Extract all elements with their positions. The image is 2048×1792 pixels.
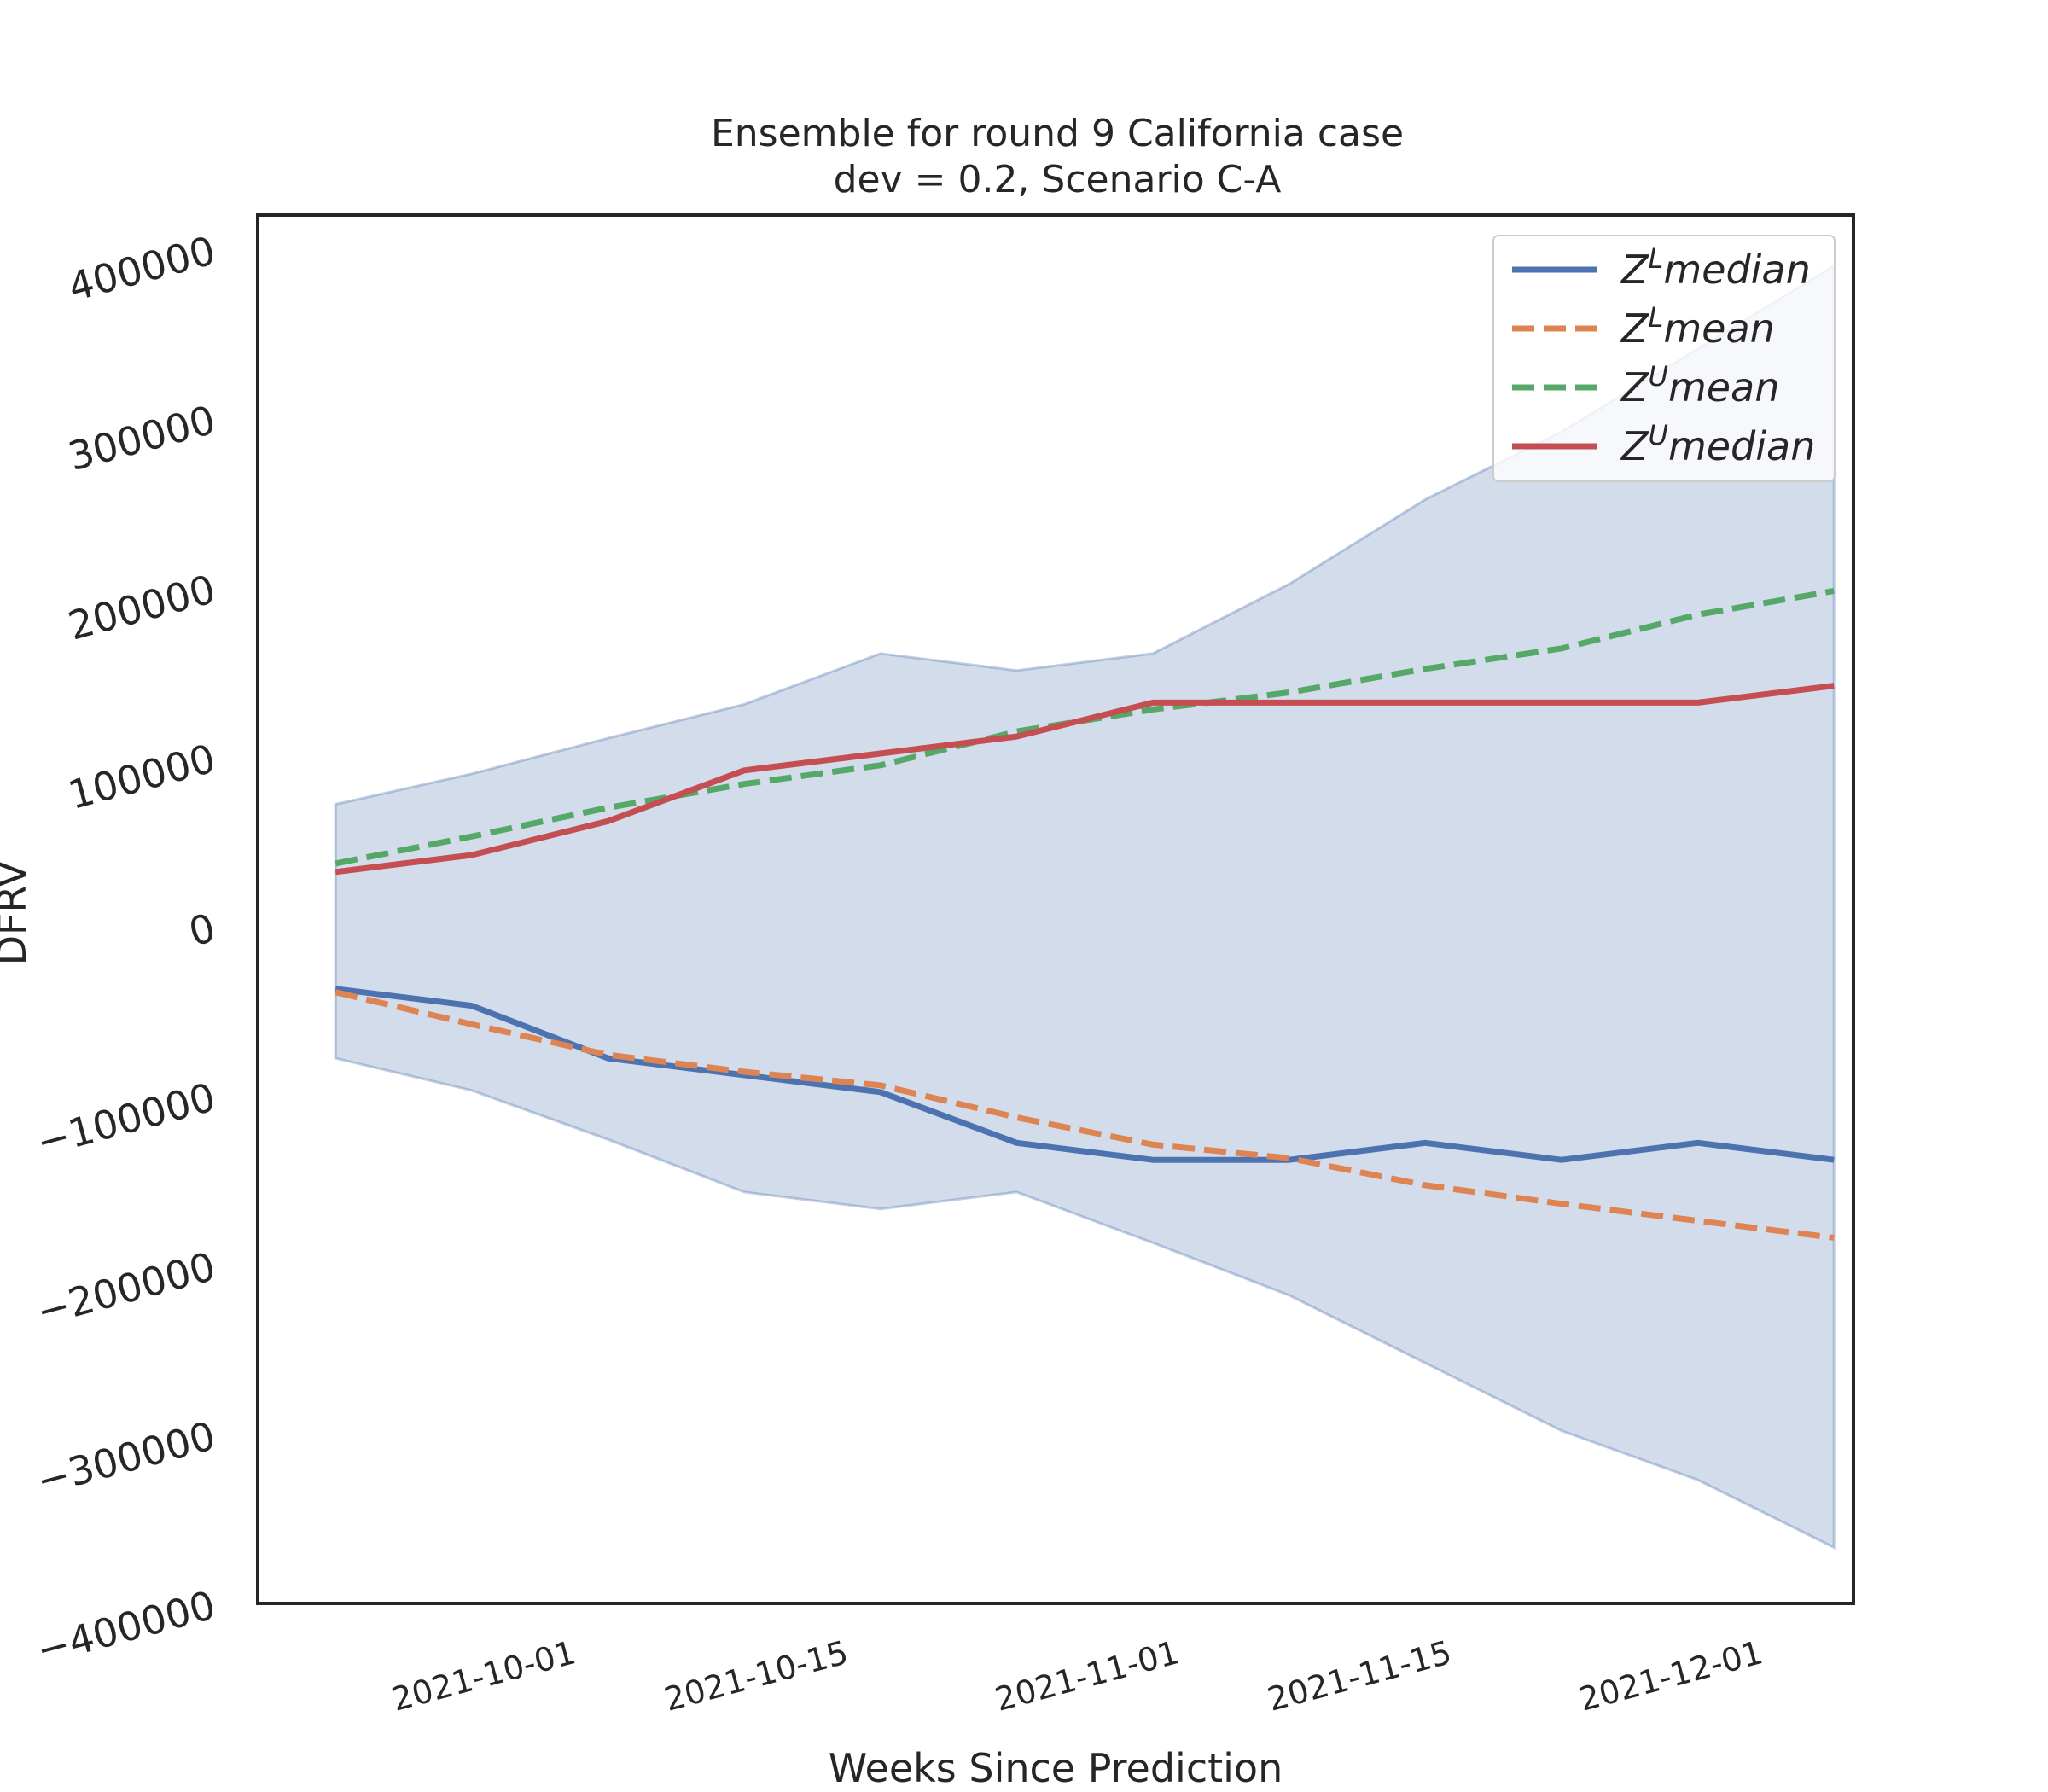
x-axis-ticks: 2021-10-01 2021-10-15 2021-11-01 2021-11-15… xyxy=(388,1633,1767,1719)
x-tick-label: 2021-10-01 xyxy=(388,1633,580,1719)
y-tick-label: 100000 xyxy=(63,735,220,818)
legend-label: ZUmedian xyxy=(1620,419,1815,469)
series-line-u-median xyxy=(335,683,1835,876)
legend-label: ZLmean xyxy=(1620,301,1775,352)
series-line-l-mean xyxy=(335,989,1835,1241)
y-tick-label: −200000 xyxy=(32,1243,220,1335)
y-tick-label: 400000 xyxy=(63,227,220,311)
legend-box xyxy=(1492,235,1836,482)
axes-frame xyxy=(256,213,1855,1605)
y-axis-ticks: 400000 300000 200000 100000 0 −100000 −200000 −… xyxy=(32,227,220,1673)
plot-area xyxy=(334,263,1836,1550)
legend-label: ZLmedian xyxy=(1620,242,1811,293)
y-tick-label: 200000 xyxy=(63,566,220,649)
legend: ZLmedian ZLmean ZUmean ZUmedian xyxy=(1492,235,1836,482)
y-tick-label: −300000 xyxy=(32,1412,220,1504)
x-tick-label: 2021-10-15 xyxy=(660,1633,852,1719)
confidence-band xyxy=(334,263,1836,1550)
x-tick-label: 2021-11-15 xyxy=(1264,1633,1456,1719)
x-axis-label: Weeks Since Prediction xyxy=(829,1745,1283,1791)
chart-subtitle: dev = 0.2, Scenario C-A xyxy=(834,158,1282,201)
y-tick-label: 0 xyxy=(184,905,220,956)
x-tick-label: 2021-11-01 xyxy=(991,1633,1183,1719)
y-tick-label: 300000 xyxy=(63,397,220,480)
y-tick-label: −400000 xyxy=(32,1581,220,1673)
y-tick-label: −100000 xyxy=(32,1073,220,1166)
chart-title: Ensemble for round 9 California case xyxy=(711,112,1404,155)
x-tick-label: 2021-12-01 xyxy=(1575,1633,1767,1719)
legend-label: ZUmean xyxy=(1620,360,1779,410)
y-axis-label: DFRV xyxy=(0,860,35,965)
